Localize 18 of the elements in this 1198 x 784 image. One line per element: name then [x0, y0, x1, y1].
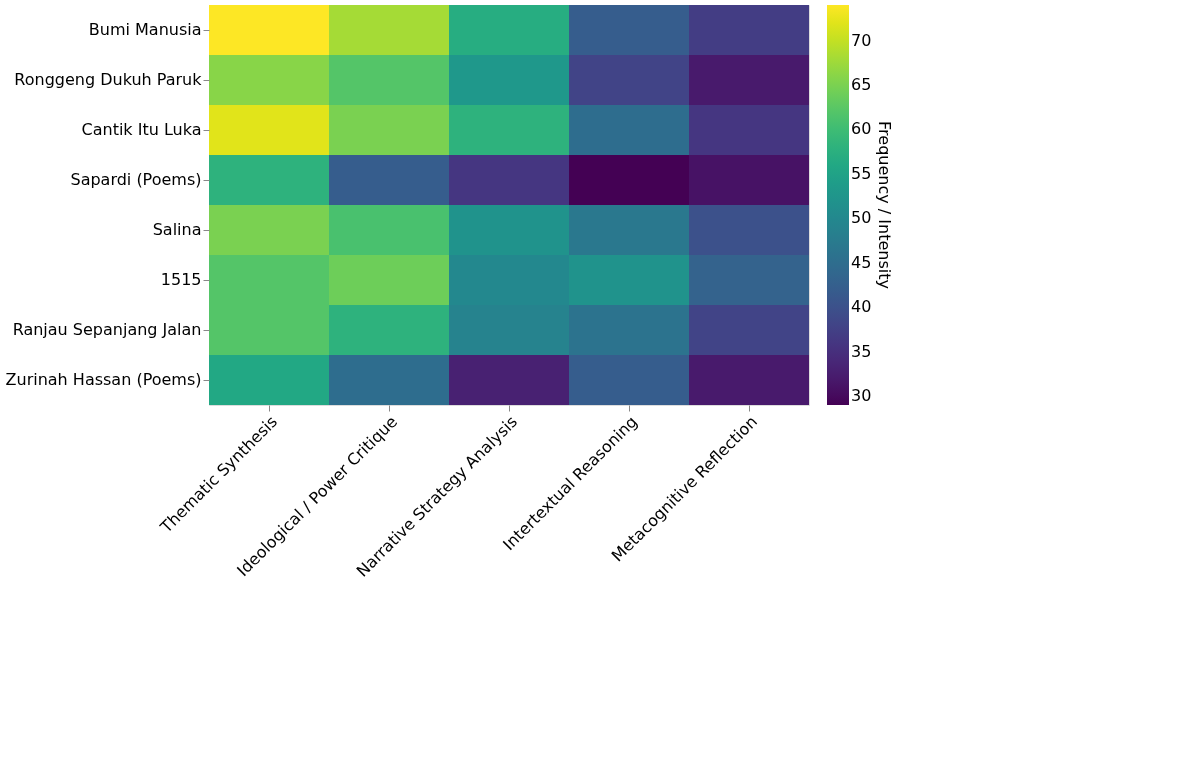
color-bar-label: 60	[851, 119, 872, 139]
y-tick-label: 1515	[160, 270, 202, 289]
color-bar-label: 40	[851, 297, 872, 317]
y-tick-label: Ranjau Sepanjang Jalan	[12, 320, 202, 339]
y-tick-label: Salina	[152, 220, 202, 239]
color-bar-label: 30	[851, 386, 872, 406]
color-bar-label: 45	[851, 252, 872, 272]
y-tick-label: Ronggeng Dukuh Paruk	[14, 70, 203, 89]
y-tick-label: Zurinah Hassan (Poems)	[5, 370, 202, 389]
y-tick-label: Sapardi (Poems)	[70, 170, 202, 189]
color-bar-label: 65	[851, 75, 872, 94]
color-bar-label: 70	[851, 30, 872, 50]
color-bar-label: 50	[851, 208, 872, 228]
y-tick-label: Cantik Itu Luka	[81, 120, 202, 139]
color-bar-title: Frequency / Intensity	[875, 121, 894, 289]
color-bar-label: 35	[851, 341, 872, 361]
y-tick-label: Bumi Manusia	[88, 20, 202, 39]
color-bar-label: 55	[851, 163, 872, 183]
